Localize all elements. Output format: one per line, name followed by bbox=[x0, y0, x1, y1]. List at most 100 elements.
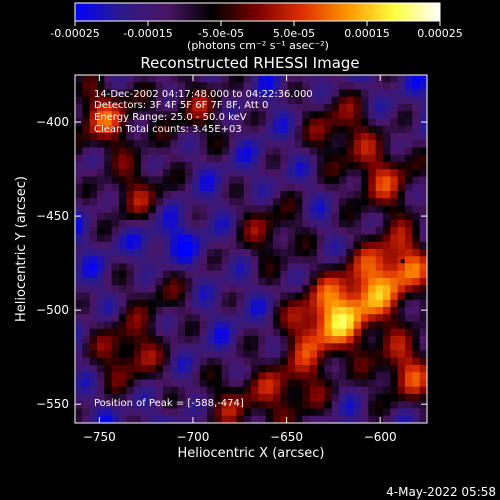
heatmap-cell bbox=[353, 278, 362, 286]
heatmap-cell bbox=[163, 125, 171, 134]
heatmap-cell bbox=[170, 89, 179, 98]
heatmap-cell bbox=[317, 75, 325, 83]
heatmap-cell bbox=[287, 292, 296, 301]
heatmap-cell bbox=[104, 125, 113, 134]
heatmap-cell bbox=[185, 147, 193, 156]
heatmap-cell bbox=[390, 415, 399, 423]
heatmap-cell bbox=[258, 96, 267, 105]
heatmap-cell bbox=[287, 321, 296, 330]
heatmap-cell bbox=[265, 379, 274, 388]
heatmap-cell bbox=[353, 336, 362, 344]
heatmap-cell bbox=[243, 111, 252, 120]
heatmap-cell bbox=[75, 154, 83, 163]
heatmap-cell bbox=[133, 343, 142, 352]
heatmap-cell bbox=[97, 372, 105, 381]
heatmap-cell bbox=[368, 111, 377, 120]
heatmap-cell bbox=[280, 379, 289, 388]
heatmap-cell bbox=[221, 140, 230, 149]
heatmap-cell bbox=[97, 350, 105, 359]
heatmap-cell bbox=[82, 249, 91, 257]
heatmap-cell bbox=[221, 372, 230, 381]
heatmap-cell bbox=[361, 285, 369, 294]
heatmap-cell bbox=[148, 89, 157, 98]
heatmap-cell bbox=[199, 415, 208, 423]
heatmap-cell bbox=[324, 111, 333, 120]
heatmap-cell bbox=[243, 278, 252, 286]
heatmap-cell bbox=[346, 133, 355, 141]
heatmap-cell bbox=[148, 183, 157, 192]
heatmap-cell bbox=[339, 328, 347, 337]
heatmap-cell bbox=[346, 140, 355, 149]
heatmap-cell bbox=[133, 249, 142, 257]
heatmap-cell bbox=[251, 147, 259, 156]
heatmap-cell bbox=[214, 183, 223, 192]
heatmap-cell bbox=[331, 285, 340, 294]
heatmap-cell bbox=[295, 365, 303, 373]
heatmap-cell bbox=[163, 198, 171, 207]
heatmap-cell bbox=[199, 82, 208, 91]
heatmap-cell bbox=[258, 401, 267, 410]
heatmap-cell bbox=[111, 125, 120, 134]
heatmap-cell bbox=[390, 328, 399, 337]
heatmap-cell bbox=[287, 212, 296, 221]
heatmap-cell bbox=[302, 256, 311, 265]
heatmap-cell bbox=[317, 336, 325, 344]
heatmap-cell bbox=[170, 365, 179, 373]
heatmap-cell bbox=[155, 125, 164, 134]
heatmap-cell bbox=[273, 292, 281, 301]
heatmap-cell bbox=[273, 285, 281, 294]
heatmap-cell bbox=[353, 401, 362, 410]
heatmap-cell bbox=[236, 365, 245, 373]
heatmap-cell bbox=[390, 140, 399, 149]
heatmap-cell bbox=[221, 96, 230, 105]
heatmap-cell bbox=[280, 162, 289, 170]
heatmap-cell bbox=[383, 314, 391, 323]
heatmap-cell bbox=[104, 336, 113, 344]
heatmap-cell bbox=[390, 401, 399, 410]
heatmap-cell bbox=[104, 220, 113, 228]
heatmap-cell bbox=[368, 249, 377, 257]
heatmap-cell bbox=[148, 82, 157, 91]
heatmap-cell bbox=[126, 125, 135, 134]
heatmap-cell bbox=[82, 198, 91, 207]
heatmap-cell bbox=[251, 118, 259, 127]
heatmap-cell bbox=[295, 328, 303, 337]
heatmap-cell bbox=[177, 89, 186, 98]
heatmap-cell bbox=[119, 263, 127, 272]
heatmap-cell bbox=[302, 336, 311, 344]
heatmap-cell bbox=[419, 82, 427, 91]
heatmap-cell bbox=[397, 343, 406, 352]
heatmap-cell bbox=[405, 104, 413, 112]
heatmap-cell bbox=[309, 415, 318, 423]
heatmap-cell bbox=[383, 249, 391, 257]
heatmap-cell bbox=[412, 227, 421, 236]
heatmap-cell bbox=[339, 96, 347, 105]
heatmap-cell bbox=[111, 75, 120, 83]
heatmap-cell bbox=[280, 285, 289, 294]
heatmap-cell bbox=[133, 169, 142, 178]
heatmap-cell bbox=[419, 133, 427, 141]
heatmap-cell bbox=[214, 249, 223, 257]
heatmap-cell bbox=[236, 191, 245, 199]
heatmap-cell bbox=[368, 256, 377, 265]
heatmap-cell bbox=[273, 350, 281, 359]
heatmap-cell bbox=[133, 386, 142, 395]
heatmap-cell bbox=[324, 307, 333, 315]
heatmap-cell bbox=[368, 314, 377, 323]
heatmap-cell bbox=[236, 299, 245, 308]
heatmap-cell bbox=[383, 357, 391, 366]
heatmap-cell bbox=[383, 278, 391, 286]
heatmap-cell bbox=[375, 147, 384, 156]
heatmap-cell bbox=[214, 140, 223, 149]
heatmap-cell bbox=[368, 307, 377, 315]
heatmap-cell bbox=[419, 292, 427, 301]
heatmap-cell bbox=[390, 379, 399, 388]
heatmap-cell bbox=[104, 256, 113, 265]
heatmap-cell bbox=[97, 415, 105, 423]
heatmap-cell bbox=[258, 176, 267, 185]
heatmap-cell bbox=[353, 147, 362, 156]
heatmap-cell bbox=[397, 357, 406, 366]
heatmap-cell bbox=[97, 205, 105, 214]
heatmap-cell bbox=[287, 234, 296, 243]
heatmap-cell bbox=[419, 234, 427, 243]
